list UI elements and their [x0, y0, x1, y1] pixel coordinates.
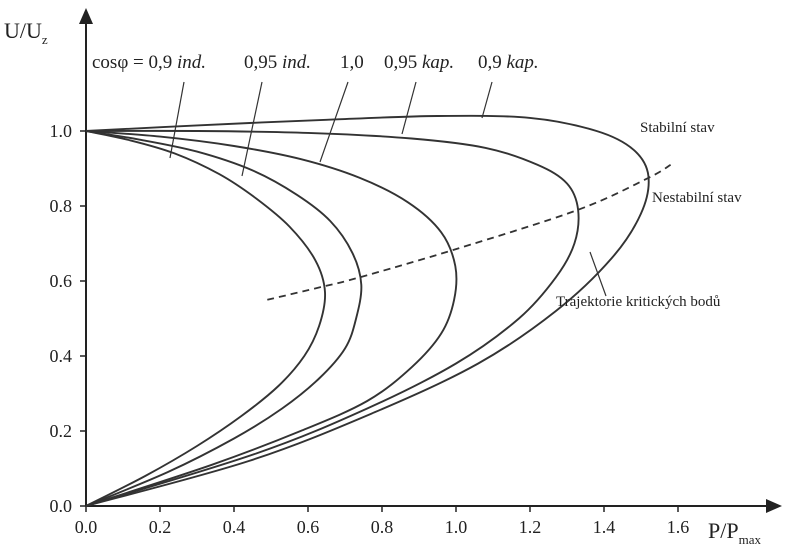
critical-trajectory	[267, 164, 672, 301]
leader-line	[401, 81, 417, 135]
y-tick-label: 0.4	[50, 346, 73, 366]
x-tick-label: 0.8	[371, 517, 394, 537]
x-axis-arrow-icon	[766, 499, 782, 513]
x-tick-label: 1.6	[667, 517, 690, 537]
y-tick-label: 0.0	[50, 496, 73, 516]
series-labels: cosφ = 0,9 ind. 0,95 ind. 1,0 0,95 kap. 0,9 …	[92, 52, 539, 73]
x-tick-label: 1.4	[593, 517, 616, 537]
series-label: 0,95 ind.	[244, 52, 311, 73]
annotation-unstable: Nestabilní stav	[652, 190, 742, 206]
leader-line	[241, 81, 263, 177]
leader-line	[169, 81, 185, 159]
series-label: 0,9 kap.	[478, 52, 539, 73]
y-tick-label: 1.0	[50, 121, 73, 141]
leader-line	[319, 81, 349, 163]
y-ticks: 0.0 0.2 0.4 0.6 0.8 1.0	[50, 121, 86, 516]
y-tick-label: 0.6	[50, 271, 73, 291]
y-tick-label: 0.2	[50, 421, 73, 441]
series-label: 1,0	[340, 52, 364, 73]
annotation-trajectory: Trajektorie kritických bodů	[556, 294, 721, 310]
series-label: cosφ = 0,9 ind.	[92, 52, 206, 73]
annotation-stable: Stabilní stav	[640, 120, 715, 136]
x-tick-label: 1.2	[519, 517, 542, 537]
curves	[85, 114, 650, 507]
x-axis-title: P/Pmax	[708, 518, 761, 547]
series-label: 0,95 kap.	[384, 52, 454, 73]
y-tick-label: 0.8	[50, 196, 73, 216]
axes	[79, 8, 782, 513]
critical-trajectory-line	[267, 164, 672, 301]
curve-cos-0-95-kap	[85, 129, 580, 507]
leader-lines	[169, 81, 607, 297]
x-tick-label: 0.6	[297, 517, 320, 537]
y-axis-arrow-icon	[79, 8, 93, 24]
x-tick-label: 0.4	[223, 517, 246, 537]
leader-line	[481, 81, 493, 119]
x-ticks: 0.0 0.2 0.4 0.6 0.8 1.0 1.2 1.4 1.6	[75, 506, 690, 537]
y-axis-title: U/Uz	[4, 18, 48, 47]
x-tick-label: 1.0	[445, 517, 468, 537]
curve-cos-0-9-ind	[85, 130, 327, 507]
leader-line	[589, 251, 607, 297]
x-tick-label: 0.2	[149, 517, 172, 537]
curve-cos-1-0	[85, 130, 458, 507]
x-tick-label: 0.0	[75, 517, 98, 537]
curve-cos-0-95-ind	[85, 130, 363, 507]
curve-cos-0-9-kap	[85, 114, 650, 507]
